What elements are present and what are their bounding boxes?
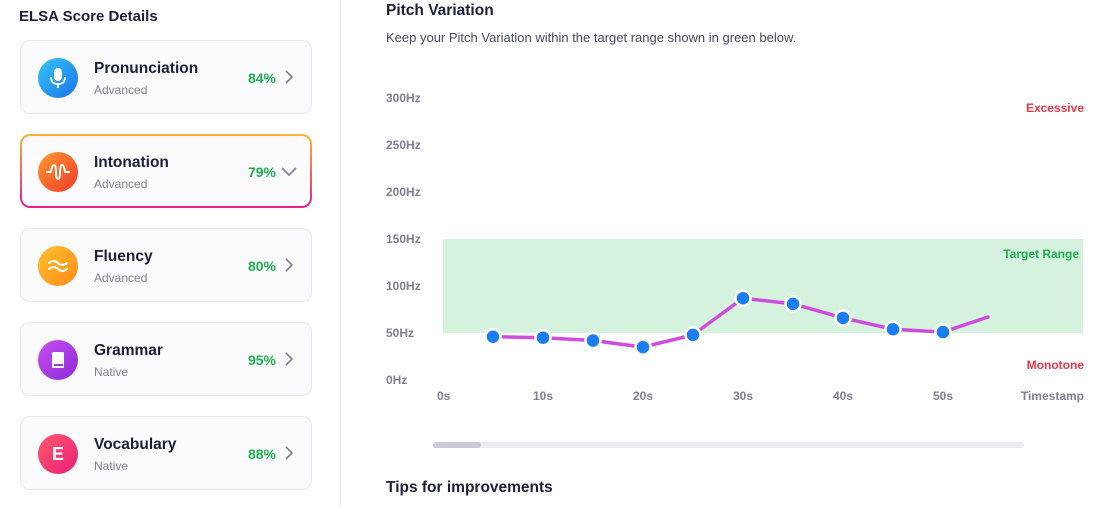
target-range-label: Target Range — [1003, 247, 1079, 261]
chevron-right-icon[interactable] — [282, 257, 296, 273]
score-card-pronunciation[interactable]: Pronunciation Advanced 84% — [20, 40, 312, 114]
y-tick-label: 200Hz — [386, 185, 421, 199]
y-tick-label: 300Hz — [386, 91, 421, 105]
card-score: 95% — [247, 352, 276, 368]
letter-e-icon: E — [38, 434, 78, 474]
section-title: Pitch Variation — [386, 2, 494, 19]
target-range-band — [443, 239, 1083, 333]
score-sidebar: ELSA Score Details Pronunciation Advance… — [0, 0, 340, 507]
card-name: Grammar — [94, 342, 163, 359]
x-tick-label: 10s — [533, 389, 553, 403]
card-score: 84% — [247, 70, 276, 86]
excessive-label: Excessive — [1026, 101, 1084, 115]
chart-scrollbar-thumb[interactable] — [433, 442, 481, 448]
pitch-data-point[interactable] — [584, 331, 602, 350]
section-subtitle: Keep your Pitch Variation within the tar… — [386, 30, 797, 45]
chart-scrollbar-track[interactable] — [433, 442, 1024, 448]
x-tick-label: 50s — [933, 389, 953, 403]
chevron-down-icon[interactable] — [281, 163, 297, 179]
sound-wave-icon — [38, 152, 78, 192]
card-score: 80% — [247, 258, 276, 274]
score-card-vocabulary[interactable]: E Vocabulary Native 88% — [20, 416, 312, 490]
pitch-chart: 0Hz 50Hz 100Hz 150Hz 200Hz 250Hz 300Hz 0s 10s 20s… — [386, 91, 1085, 448]
x-tick-label: 30s — [733, 389, 753, 403]
y-tick-label: 50Hz — [386, 326, 414, 340]
sidebar-title: ELSA Score Details — [19, 8, 158, 25]
pitch-data-point[interactable] — [834, 309, 852, 327]
score-card-fluency[interactable]: Fluency Advanced 80% — [20, 228, 312, 302]
pitch-data-point[interactable] — [684, 326, 702, 344]
chevron-right-icon[interactable] — [282, 351, 296, 367]
pitch-data-point[interactable] — [884, 320, 902, 338]
pitch-data-point[interactable] — [634, 338, 652, 356]
pitch-data-point[interactable] — [784, 295, 802, 313]
card-level: Native — [94, 459, 129, 473]
chevron-right-icon[interactable] — [282, 69, 296, 85]
score-card-grammar[interactable]: Grammar Native 95% — [20, 322, 312, 396]
y-tick-label: 250Hz — [386, 138, 421, 152]
pitch-data-point[interactable] — [734, 289, 752, 307]
panel-divider — [340, 0, 341, 507]
x-tick-label: 40s — [833, 389, 853, 403]
x-tick-label: 0s — [437, 389, 451, 403]
tips-title: Tips for improvements — [386, 479, 553, 496]
card-level: Advanced — [94, 177, 148, 191]
card-name: Vocabulary — [94, 436, 177, 453]
monotone-label: Monotone — [1027, 358, 1085, 372]
pitch-data-point[interactable] — [484, 328, 502, 346]
x-axis-label: Timestamp — [1021, 389, 1084, 403]
y-tick-label: 150Hz — [386, 232, 421, 246]
card-name: Fluency — [94, 248, 153, 265]
card-level: Native — [94, 365, 129, 379]
microphone-icon — [38, 58, 78, 98]
card-name: Intonation — [94, 154, 169, 171]
pitch-data-point[interactable] — [934, 323, 952, 341]
book-icon — [38, 340, 78, 380]
waves-icon — [38, 246, 78, 286]
card-name: Pronunciation — [94, 60, 199, 77]
card-score: 88% — [247, 446, 276, 462]
card-score: 79% — [247, 164, 276, 180]
x-tick-label: 20s — [633, 389, 653, 403]
score-card-intonation[interactable]: Intonation Advanced 79% — [20, 134, 312, 208]
card-level: Advanced — [94, 271, 148, 285]
y-tick-label: 0Hz — [386, 373, 407, 387]
card-level: Advanced — [94, 83, 148, 97]
chevron-right-icon[interactable] — [282, 445, 296, 461]
pitch-data-point[interactable] — [534, 328, 552, 347]
y-tick-label: 100Hz — [386, 279, 421, 293]
